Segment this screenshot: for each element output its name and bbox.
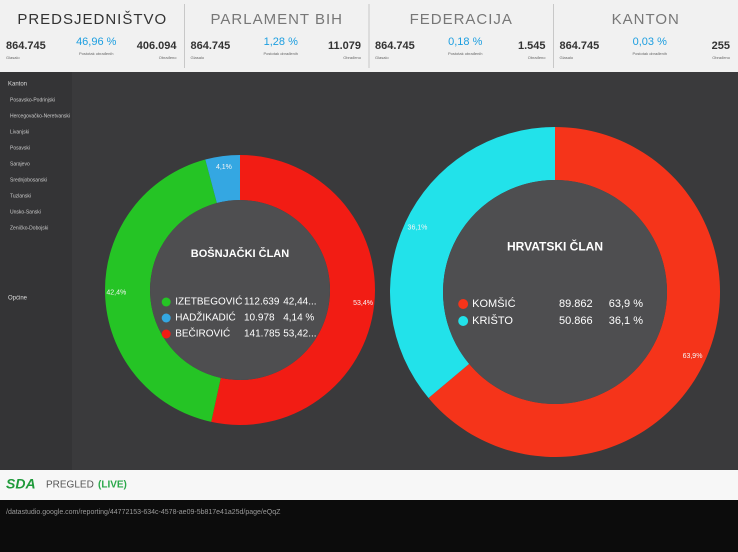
legend-dot	[458, 316, 469, 326]
legend-percent: 36,1 %	[609, 315, 643, 327]
legend-percent: 63,9 %	[609, 298, 643, 310]
tab-title: PARLAMENT BIH	[211, 11, 343, 28]
tab-processed: 255	[712, 40, 730, 52]
tab-processed: 11.079	[328, 40, 361, 52]
sidebar-item: Posavski	[10, 145, 30, 151]
tab-processed-label: Obrađeno	[159, 55, 178, 60]
donut-hole	[150, 200, 330, 380]
sidebar	[0, 72, 72, 470]
legend-name: KRIŠTO	[472, 314, 513, 327]
legend-name: KOMŠIĆ	[472, 297, 515, 310]
sidebar-item: Unsko-Sanski	[10, 209, 41, 215]
sidebar-item: Zeničko-Dobojski	[10, 225, 48, 231]
legend-votes: 141.785	[244, 329, 281, 340]
chart-title: HRVATSKI ČLAN	[507, 238, 603, 253]
tab-processed-label: Obrađeno	[343, 55, 362, 60]
tab-percent-label: Postotak obrađenih	[79, 51, 113, 56]
legend-name: HADŽIKADIĆ	[175, 311, 236, 324]
tab-voted-label: Glasalo	[560, 55, 574, 60]
tab-percent-label: Postotak obrađenih	[448, 51, 482, 56]
tab-title: PREDSJEDNIŠTVO	[17, 11, 167, 28]
donut-slice	[428, 127, 720, 457]
tab-percent: 46,96 %	[76, 36, 117, 48]
url: /datastudio.google.com/reporting/4477215…	[6, 509, 281, 516]
legend-name: BEČIROVIĆ	[175, 327, 230, 340]
tab-processed-label: Obrađeno	[712, 55, 731, 60]
tab-voted: 864.745	[6, 40, 46, 52]
tab-percent: 0,18 %	[448, 36, 482, 48]
logo: SDA	[6, 476, 36, 492]
chart-title: BOŠNJAČKI ČLAN	[191, 247, 289, 260]
slice-label: 36,1%	[408, 225, 428, 232]
legend-dot	[161, 329, 171, 339]
sidebar-heading: Kanton	[8, 82, 27, 88]
slice-label: 4,1%	[216, 164, 232, 171]
legend-votes: 89.862	[559, 298, 593, 310]
tab-voted: 864.745	[375, 40, 415, 52]
tab-percent-label: Postotak obrađenih	[264, 51, 298, 56]
sidebar-item: Sarajevo	[10, 161, 30, 167]
sidebar-footer: Općine	[8, 296, 28, 302]
legend-name: IZETBEGOVIĆ	[175, 295, 242, 308]
slice-label: 63,9%	[683, 353, 703, 360]
tab-percent: 1,28 %	[264, 36, 298, 48]
tab-processed-label: Obrađeno	[528, 55, 547, 60]
sidebar-item: Tuzlanski	[10, 193, 31, 199]
live-label: (LIVE)	[98, 480, 127, 491]
sidebar-item: Hercegovačko-Neretvanski	[10, 113, 70, 119]
legend-percent: 42,44...	[283, 297, 316, 308]
tab-voted-label: Glasalo	[6, 55, 20, 60]
legend-dot	[161, 313, 171, 323]
donut-hole	[443, 180, 667, 404]
tab-processed: 1.545	[518, 40, 546, 52]
legend-dot	[458, 299, 469, 309]
legend-votes: 112.639	[244, 297, 280, 308]
legend-percent: 53,42...	[283, 329, 316, 340]
tab-percent-label: Postotak obrađenih	[633, 51, 667, 56]
tab-voted: 864.745	[191, 40, 231, 52]
slice-label: 53,4%	[353, 300, 373, 307]
donut-slice	[211, 155, 375, 426]
bezel	[0, 500, 738, 552]
page-name: PREGLED	[46, 480, 94, 491]
tab-voted-label: Glasalo	[375, 55, 389, 60]
tab-voted: 864.745	[560, 40, 600, 52]
tab-title: FEDERACIJA	[410, 11, 513, 28]
tab-processed: 406.094	[137, 40, 178, 52]
footer-bar	[0, 470, 738, 500]
sidebar-item: Posavsko-Podrinjski	[10, 97, 55, 103]
legend-dot	[161, 297, 171, 307]
legend-votes: 10.978	[244, 313, 275, 324]
legend-votes: 50.866	[559, 315, 593, 327]
tab-voted-label: Glasalo	[191, 55, 205, 60]
donut-slice	[390, 127, 555, 398]
slice-label: 42,4%	[106, 290, 126, 297]
donut-slice	[205, 155, 240, 204]
legend-percent: 4,14 %	[283, 313, 314, 324]
tab-title: KANTON	[612, 11, 680, 28]
donut-slice	[104, 159, 221, 422]
sidebar-item: Srednjobosanski	[10, 177, 47, 183]
sidebar-item: Livanjski	[10, 129, 29, 135]
tab-percent: 0,03 %	[633, 36, 667, 48]
